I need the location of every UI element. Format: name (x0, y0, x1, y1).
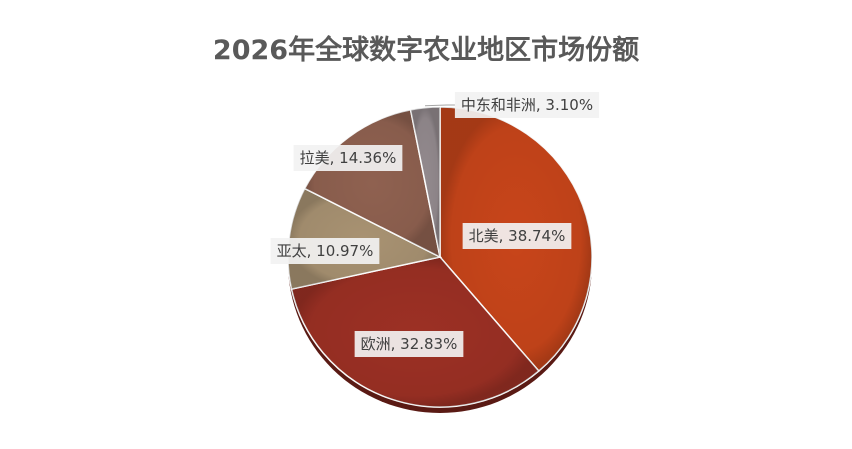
data-label-2: 欧洲, 32.83% (354, 331, 464, 357)
data-label-1: 北美, 38.74% (462, 223, 572, 249)
data-label-5: 中东和非洲, 3.10% (454, 92, 600, 118)
data-label-4: 拉美, 14.36% (293, 145, 403, 171)
data-label-box-4 (293, 145, 403, 171)
pie-slice-shading-5 (410, 107, 440, 257)
data-label-3: 亚太, 10.97% (270, 238, 380, 264)
data-label-text-2: 欧洲, 32.83% (361, 335, 458, 353)
data-label-text-4: 拉美, 14.36% (300, 149, 397, 167)
data-label-text-1: 北美, 38.74% (469, 227, 566, 245)
chart-title: 2026年全球数字农业地区市场份额 (212, 35, 640, 66)
data-label-text-5: 中东和非洲, 3.10% (461, 96, 593, 114)
data-label-box-5 (454, 92, 600, 118)
data-label-box-1 (462, 223, 572, 249)
data-label-box-2 (354, 331, 464, 357)
leader-line-5 (425, 104, 455, 107)
data-label-box-3 (270, 238, 380, 264)
data-label-text-3: 亚太, 10.97% (277, 242, 374, 260)
